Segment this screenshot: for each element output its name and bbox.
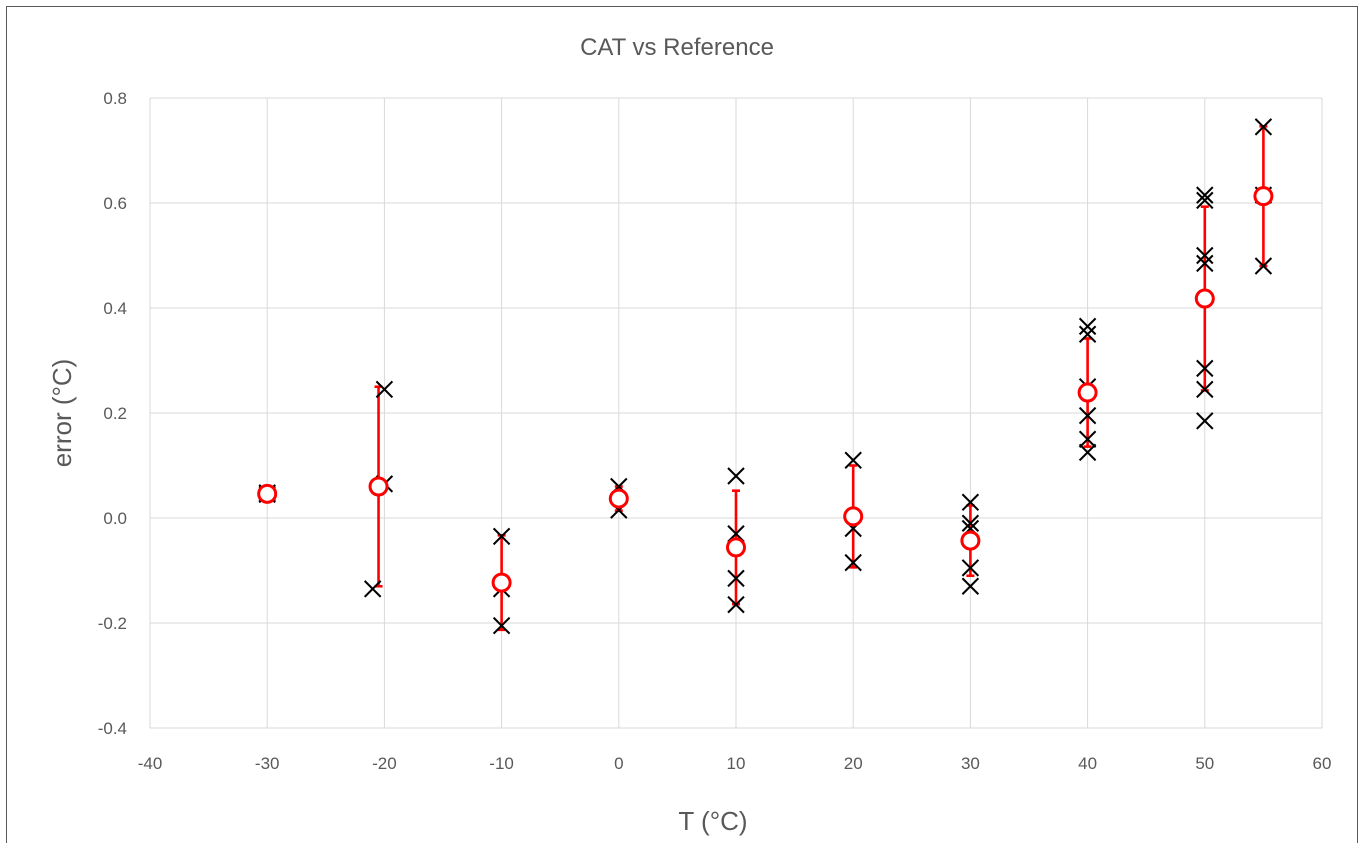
raw-data-point [1196, 380, 1214, 399]
x-marker-stroke [1254, 257, 1273, 275]
x-marker-stroke [1078, 406, 1097, 425]
y-tick-label: 0.6 [103, 194, 127, 213]
x-tick-label: -20 [372, 754, 397, 773]
y-tick-label: -0.4 [98, 719, 127, 738]
x-marker-stroke [961, 493, 980, 511]
raw-data-point [1196, 359, 1214, 378]
mean-data-point [1194, 288, 1215, 309]
x-marker-stroke [492, 616, 511, 635]
mean-data-point [1253, 186, 1274, 207]
y-tick-label: 0.0 [103, 509, 127, 528]
x-tick-label: 50 [1195, 754, 1214, 773]
x-marker-stroke [1078, 325, 1097, 343]
x-marker-stroke [1196, 254, 1214, 273]
raw-data-point [961, 577, 980, 595]
x-marker-stroke [1078, 317, 1097, 336]
raw-data-point [1254, 257, 1273, 275]
y-tick-label: -0.2 [98, 614, 127, 633]
x-axis-title: T (°C) [678, 806, 747, 836]
x-marker-stroke [844, 451, 862, 469]
x-marker-stroke [727, 467, 745, 485]
raw-data-point [1254, 118, 1273, 136]
raw-data-point [1196, 412, 1214, 430]
mean-point-layer [257, 186, 1274, 593]
x-tick-label: -10 [489, 754, 514, 773]
x-marker-stroke [961, 514, 980, 532]
y-axis-title: error (°C) [47, 359, 77, 468]
raw-data-point [1196, 246, 1214, 265]
mean-data-point [960, 530, 981, 551]
raw-data-point [844, 553, 862, 572]
raw-data-point [492, 527, 511, 546]
grid-layer [149, 97, 1323, 729]
chart-title: CAT vs Reference [580, 34, 774, 61]
x-marker-stroke [727, 569, 745, 588]
error-bar-layer [374, 125, 1268, 632]
x-tick-label: 40 [1078, 754, 1097, 773]
raw-data-point [1196, 186, 1214, 204]
raw-data-point [961, 514, 980, 532]
mean-data-point [491, 572, 512, 593]
x-marker-stroke [1196, 246, 1214, 265]
x-tick-label: 10 [727, 754, 746, 773]
raw-data-point [727, 569, 745, 588]
x-marker-stroke [375, 380, 394, 399]
y-tick-label: 0.2 [103, 404, 127, 423]
x-marker-stroke [1196, 359, 1214, 378]
mean-data-point [368, 476, 389, 497]
x-marker-stroke [1196, 380, 1214, 399]
raw-data-point [363, 580, 382, 598]
raw-data-point [727, 467, 745, 485]
y-tick-label: 0.4 [103, 299, 127, 318]
raw-data-point [1196, 254, 1214, 273]
x-marker-stroke [492, 527, 511, 546]
x-marker-stroke [363, 580, 382, 598]
x-marker-stroke [1078, 430, 1097, 448]
mean-data-point [608, 488, 629, 509]
mean-data-point [1077, 382, 1098, 403]
raw-data-point [1078, 443, 1097, 462]
x-marker-stroke [1196, 412, 1214, 430]
raw-data-point [492, 616, 511, 635]
mean-data-point [257, 483, 278, 504]
x-tick-label: 0 [614, 754, 623, 773]
raw-data-point [961, 493, 980, 511]
x-marker-stroke [1196, 191, 1214, 210]
x-marker-stroke [727, 595, 745, 614]
x-tick-label: -30 [255, 754, 280, 773]
raw-data-point [844, 451, 862, 469]
x-marker-stroke [961, 577, 980, 595]
mean-data-point [726, 537, 746, 558]
x-marker-stroke [961, 559, 980, 577]
raw-data-point [375, 380, 394, 399]
x-marker-stroke [844, 553, 862, 572]
x-tick-label: 30 [961, 754, 980, 773]
x-marker-stroke [1254, 118, 1273, 136]
x-marker-stroke [1078, 443, 1097, 462]
raw-data-point [961, 559, 980, 577]
x-tick-label: 60 [1313, 754, 1332, 773]
raw-data-point [1078, 430, 1097, 448]
x-marker-stroke [1196, 186, 1214, 204]
raw-data-point [1078, 406, 1097, 425]
raw-data-point [1078, 317, 1097, 336]
y-tick-label: 0.8 [103, 89, 127, 108]
tick-label-layer: -40 -30 -20 -10 0 10 20 30 40 50 60 -0.4 -0.2 0.0 0.2 0… [98, 89, 1332, 773]
raw-point-layer [258, 118, 1273, 635]
raw-data-point [1196, 191, 1214, 210]
x-tick-label: 20 [844, 754, 863, 773]
raw-data-point [727, 595, 745, 614]
x-tick-label: -40 [138, 754, 163, 773]
mean-data-point [843, 506, 864, 527]
chart-frame [6, 6, 1358, 843]
raw-data-point [1078, 325, 1097, 343]
